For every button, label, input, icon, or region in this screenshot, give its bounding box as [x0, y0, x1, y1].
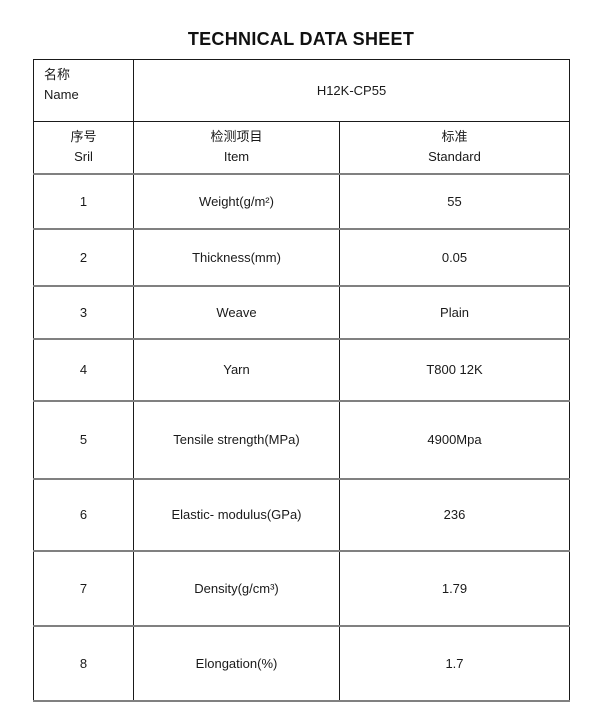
- table-row: 3 Weave Plain: [33, 284, 570, 340]
- row-sril-cell: 8: [33, 624, 134, 702]
- row-sril-cell: 3: [33, 284, 134, 340]
- table-row: 8 Elongation(%) 1.7: [33, 624, 570, 702]
- row-standard-cell: Plain: [339, 284, 570, 340]
- header-standard-cn: 标准: [441, 129, 468, 145]
- row-standard-cell: T800 12K: [339, 337, 570, 402]
- row-item-cell: Yarn: [133, 337, 340, 402]
- page-title: TECHNICAL DATA SHEET: [187, 29, 415, 49]
- row-item-cell: Tensile strength(MPa): [133, 399, 340, 480]
- row-sril-cell: 4: [33, 337, 134, 402]
- technical-data-table: 名称 Name H12K-CP55 序号 Sril 检测项目 Item 标准 S…: [33, 59, 570, 702]
- row-item-cell: Density(g/cm³): [133, 549, 340, 627]
- header-standard-en: Standard: [428, 149, 481, 165]
- row-sril-cell: 5: [33, 399, 134, 480]
- row-standard-cell: 55: [339, 172, 570, 230]
- header-item-en: Item: [223, 149, 250, 165]
- name-row: 名称 Name H12K-CP55: [33, 59, 570, 122]
- header-standard-cell: 标准 Standard: [339, 121, 570, 175]
- row-sril-cell: 6: [33, 477, 134, 552]
- name-label-cn: 名称: [44, 67, 71, 82]
- header-item-cn: 检测项目: [210, 129, 263, 145]
- row-standard-cell: 0.05: [339, 227, 570, 287]
- table-row: 2 Thickness(mm) 0.05: [33, 227, 570, 287]
- row-standard-cell: 236: [339, 477, 570, 552]
- row-standard-cell: 4900Mpa: [339, 399, 570, 480]
- row-sril-cell: 1: [33, 172, 134, 230]
- header-sril-cn: 序号: [70, 129, 97, 145]
- row-item-cell: Weight(g/m²): [133, 172, 340, 230]
- table-header-row: 序号 Sril 检测项目 Item 标准 Standard: [33, 121, 570, 175]
- table-row: 4 Yarn T800 12K: [33, 337, 570, 402]
- row-standard-cell: 1.79: [339, 549, 570, 627]
- header-sril-cell: 序号 Sril: [33, 121, 134, 175]
- row-item-cell: Elongation(%): [133, 624, 340, 702]
- row-standard-cell: 1.7: [339, 624, 570, 702]
- header-sril-en: Sril: [74, 149, 93, 165]
- header-item-cell: 检测项目 Item: [133, 121, 340, 175]
- name-label-en: Name: [44, 87, 79, 102]
- row-item-cell: Weave: [133, 284, 340, 340]
- row-sril-cell: 7: [33, 549, 134, 627]
- table-row: 1 Weight(g/m²) 55: [33, 172, 570, 230]
- table-row: 7 Density(g/cm³) 1.79: [33, 549, 570, 627]
- table-row: 5 Tensile strength(MPa) 4900Mpa: [33, 399, 570, 480]
- table-body: 名称 Name H12K-CP55 序号 Sril 检测项目 Item 标准 S…: [33, 59, 570, 702]
- table-row: 6 Elastic- modulus(GPa) 236: [33, 477, 570, 552]
- row-item-cell: Thickness(mm): [133, 227, 340, 287]
- row-item-cell: Elastic- modulus(GPa): [133, 477, 340, 552]
- row-sril-cell: 2: [33, 227, 134, 287]
- name-label-cell: 名称 Name: [33, 59, 134, 122]
- name-value-cell: H12K-CP55: [133, 59, 570, 122]
